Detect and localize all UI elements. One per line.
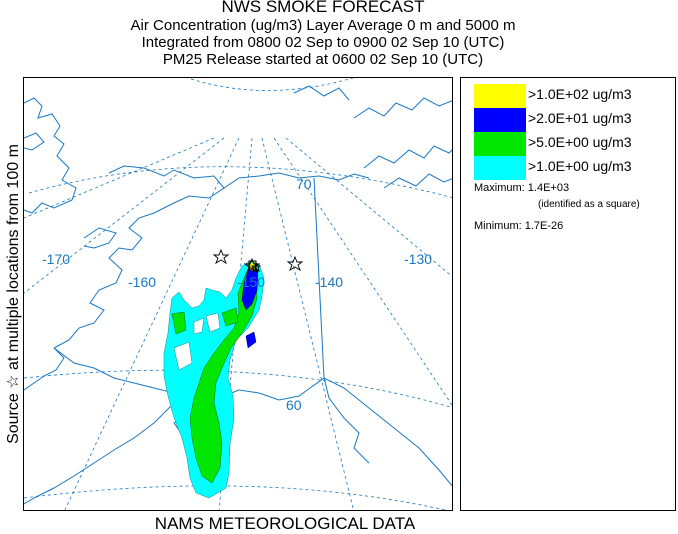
western-canada-coast: [323, 377, 370, 464]
lon-label-150: -150: [237, 274, 265, 290]
aleutian-islands: [24, 497, 35, 505]
lon-label-130: -130: [404, 251, 432, 267]
graticule-labels: -170 -160 -150 -140 -130 70 60: [42, 176, 432, 413]
legend-maximum: Maximum: 1.4E+03: [474, 182, 570, 194]
plume-gap-1: [205, 312, 221, 333]
legend-label-1: >1.0E+02 ug/m3: [528, 86, 632, 102]
source-star-1: [212, 248, 230, 265]
lat-label-60: 60: [286, 397, 302, 413]
lon-label-160: -160: [128, 274, 156, 290]
arctic-islands-4: [293, 85, 350, 101]
source-star-4: [250, 261, 262, 273]
legend-maximum-note: (identified as a square): [538, 199, 640, 210]
smoke-plume: [163, 260, 265, 499]
plume-green-west: [171, 311, 187, 335]
legend-swatch-blue: [474, 108, 526, 132]
forecast-title: NWS SMOKE FORECAST: [221, 0, 425, 16]
lon-180-line: [24, 137, 215, 219]
arctic-islands: [363, 145, 452, 169]
lon-120-line: [285, 137, 452, 277]
lon-140-line: [261, 137, 354, 510]
plume-blue: [241, 263, 259, 311]
plume-green: [189, 272, 258, 484]
lon-130-line: [273, 137, 452, 406]
lon-160-line: [64, 137, 240, 510]
legend-minimum: Minimum: 1.7E-26: [474, 220, 564, 232]
legend-swatch-cyan: [474, 156, 526, 180]
lon-170-line: [24, 137, 225, 294]
lon-label-140: -140: [315, 274, 343, 290]
lat-70-line: [28, 166, 452, 198]
lat-60-line: [24, 369, 452, 408]
alaska-north-coast: [223, 172, 370, 189]
plume-gap-3: [193, 317, 205, 335]
lat-label-70: 70: [296, 176, 312, 192]
source-star-3: [243, 257, 261, 274]
coastlines: [24, 85, 452, 505]
integration-period: Integrated from 0800 02 Sep to 0900 02 S…: [141, 34, 505, 51]
map-canvas: -170 -160 -150 -140 -130 70 60: [24, 78, 452, 510]
alaska-south-coast: [53, 347, 452, 487]
lon-label-170: -170: [42, 251, 70, 267]
siberia-inlet: [24, 132, 45, 151]
alaska-west-coast: [53, 165, 225, 349]
legend-swatch-yellow: [474, 84, 526, 108]
chukotka-coast: [24, 97, 77, 214]
legend-label-3: >5.0E+00 ug/m3: [528, 134, 632, 150]
plume-gap-2: [173, 341, 193, 371]
source-markers: [212, 248, 304, 274]
plume-green-mid: [221, 307, 239, 327]
plume-blue-south: [245, 331, 257, 349]
arctic-islands-2: [383, 173, 452, 189]
source-location-label: Source ☆ at multiple locations from 100 …: [5, 144, 22, 444]
concentration-subtitle: Air Concentration (ug/m3) Layer Average …: [130, 17, 516, 34]
release-start: PM25 Release started at 0600 02 Sep 10 (…: [162, 51, 484, 68]
arctic-islands-3: [353, 97, 452, 119]
seward-peninsula: [83, 227, 117, 249]
source-star-2: [286, 255, 304, 272]
legend-label-4: >1.0E+00 ug/m3: [528, 158, 632, 174]
legend-panel: >1.0E+02 ug/m3 >2.0E+01 ug/m3 >5.0E+00 u…: [460, 77, 676, 511]
legend-swatch-green: [474, 132, 526, 156]
lat-50-line: [24, 485, 447, 510]
yukon-delta: [24, 347, 65, 391]
legend-label-2: >2.0E+01 ug/m3: [528, 110, 632, 126]
alaska-peninsula: [33, 402, 175, 499]
meteorological-data-footer: NAMS METEOROLOGICAL DATA: [154, 514, 416, 533]
alaska-canada-border: [313, 177, 325, 379]
smoke-map: -170 -160 -150 -140 -130 70 60: [23, 77, 453, 511]
